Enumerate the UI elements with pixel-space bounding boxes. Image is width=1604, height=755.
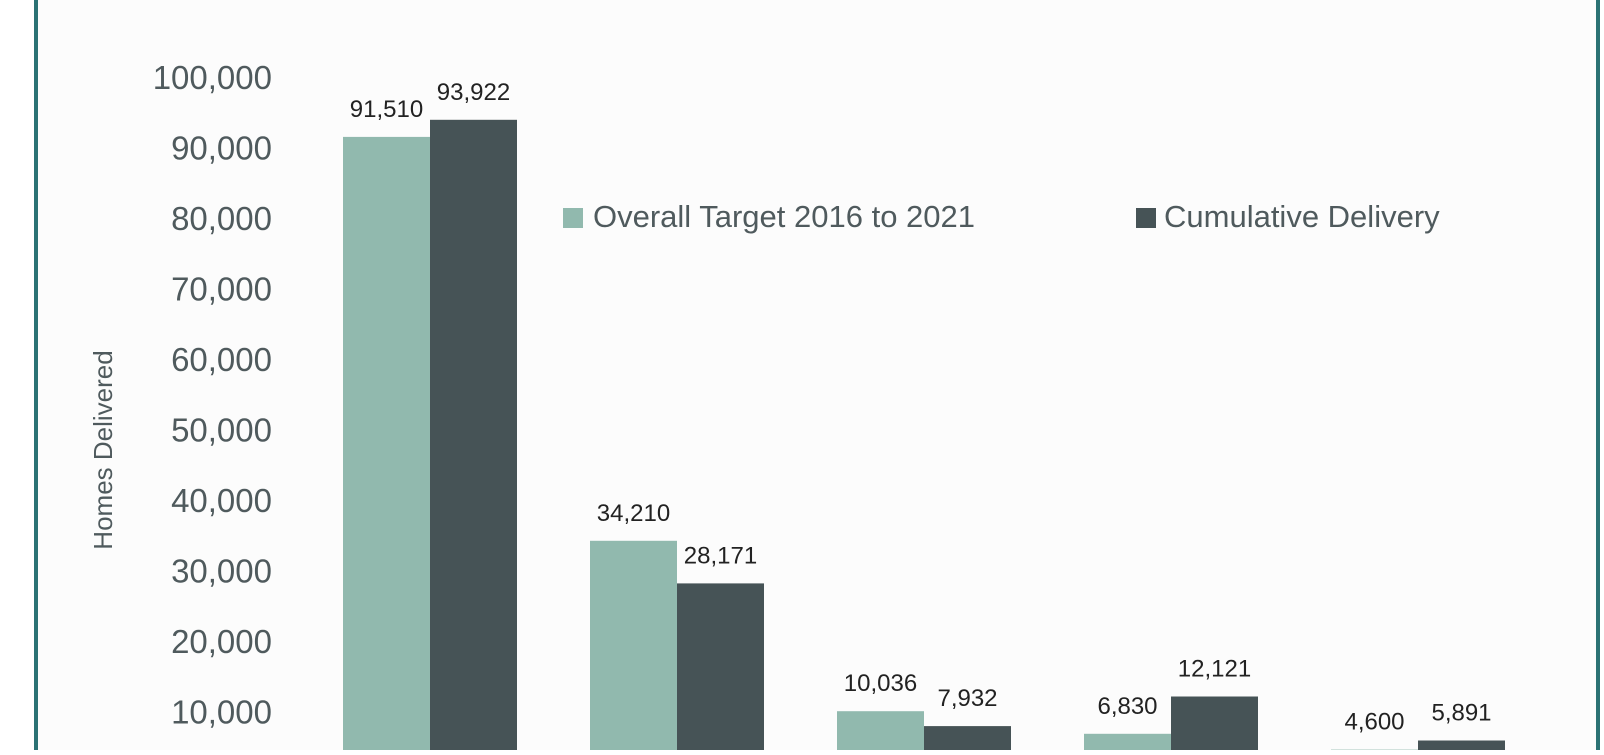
bar-cumulative [1418,741,1505,751]
y-tick-label: 90,000 [171,130,272,167]
bar-target [837,711,924,750]
bar-label-cumulative: 28,171 [684,542,757,569]
bar-target [343,137,430,750]
bar-label-target: 4,600 [1344,709,1404,736]
y-tick-label: 50,000 [171,412,272,449]
y-tick-label: 20,000 [171,623,272,660]
bar-cumulative [1171,697,1258,751]
bar-target [1084,734,1171,750]
bar-label-target: 34,210 [597,500,670,527]
bar-label-target: 10,036 [844,670,917,697]
legend-label-target: Overall Target 2016 to 2021 [593,199,975,234]
y-tick-label: 40,000 [171,482,272,519]
bar-label-cumulative: 7,932 [937,685,997,712]
legend-swatch-cumulative [1136,208,1156,228]
bar-label-cumulative: 93,922 [437,79,510,106]
bar-label-cumulative: 12,121 [1178,656,1251,683]
y-tick-label: 80,000 [171,200,272,237]
bar-label-target: 91,510 [350,96,423,123]
bar-target [590,541,677,750]
y-tick-label: 10,000 [171,694,272,731]
y-axis-label: Homes Delivered [88,350,118,549]
bar-cumulative [677,583,764,750]
legend-swatch-target [563,208,583,228]
bar-label-target: 6,830 [1097,693,1157,720]
bar-cumulative [924,726,1011,750]
y-tick-label: 30,000 [171,553,272,590]
legend-label-cumulative: Cumulative Delivery [1164,199,1440,234]
y-tick-label: 60,000 [171,341,272,378]
y-tick-label: 100,000 [153,59,272,96]
bar-label-cumulative: 5,891 [1431,700,1491,727]
bar-cumulative [430,120,517,750]
y-tick-label: 70,000 [171,271,272,308]
